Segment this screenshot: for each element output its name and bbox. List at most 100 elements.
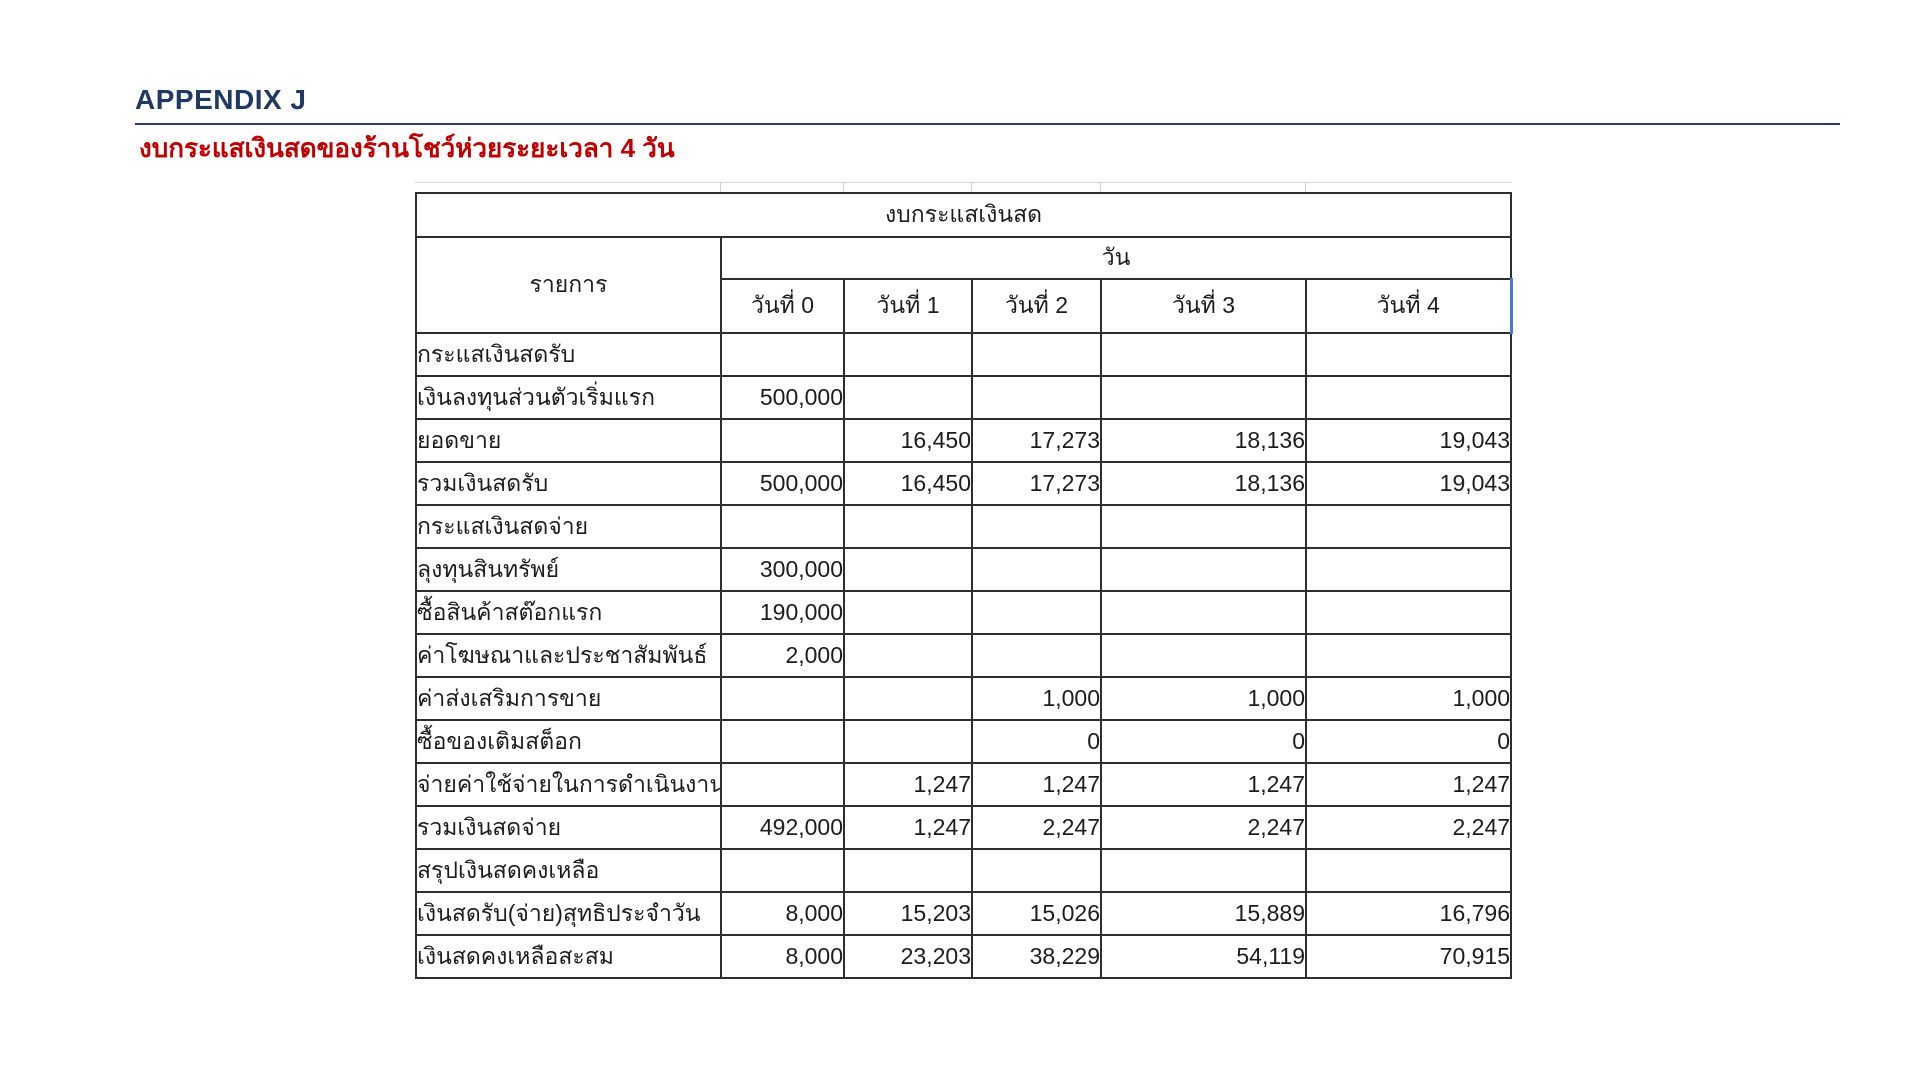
value-cell[interactable]	[1304, 848, 1513, 893]
value-cell[interactable]	[1304, 375, 1513, 420]
value-cell[interactable]	[1304, 332, 1513, 377]
value-cell[interactable]	[843, 848, 973, 893]
value-cell[interactable]: 8,000	[720, 891, 845, 936]
row-label[interactable]: ค่าโฆษณาและประชาสัมพันธ์	[415, 633, 722, 678]
items-column-header[interactable]: รายการ	[415, 236, 722, 334]
value-cell[interactable]	[971, 547, 1102, 592]
row-label[interactable]: ลุงทุนสินทรัพย์	[415, 547, 722, 592]
value-cell[interactable]	[720, 848, 845, 893]
value-cell[interactable]: 19,043	[1304, 418, 1513, 463]
day-header-4[interactable]: วันที่ 4	[1304, 278, 1513, 334]
row-label[interactable]: กระแสเงินสดจ่าย	[415, 504, 722, 549]
value-cell[interactable]: 1,247	[843, 762, 973, 807]
row-label[interactable]: กระแสเงินสดรับ	[415, 332, 722, 377]
value-cell[interactable]: 0	[1100, 719, 1307, 764]
value-cell[interactable]	[1304, 590, 1513, 635]
value-cell[interactable]	[971, 633, 1102, 678]
value-cell[interactable]	[971, 848, 1102, 893]
value-cell[interactable]: 8,000	[720, 934, 845, 979]
value-cell[interactable]	[843, 504, 973, 549]
value-cell[interactable]	[1100, 375, 1307, 420]
value-cell[interactable]	[1100, 332, 1307, 377]
value-cell[interactable]	[971, 504, 1102, 549]
value-cell[interactable]: 1,247	[1304, 762, 1513, 807]
value-cell[interactable]: 2,247	[1100, 805, 1307, 850]
value-cell[interactable]: 18,136	[1100, 461, 1307, 506]
row-label[interactable]: จ่ายค่าใช้จ่ายในการดำเนินงาน	[415, 762, 722, 807]
value-cell[interactable]: 2,247	[1304, 805, 1513, 850]
value-cell[interactable]	[720, 504, 845, 549]
value-cell[interactable]	[843, 375, 973, 420]
value-cell[interactable]: 190,000	[720, 590, 845, 635]
row-label[interactable]: รวมเงินสดจ่าย	[415, 805, 722, 850]
value-cell[interactable]	[720, 762, 845, 807]
row-label[interactable]: เงินลงทุนส่วนตัวเริ่มแรก	[415, 375, 722, 420]
value-cell[interactable]: 2,000	[720, 633, 845, 678]
value-cell[interactable]	[1100, 848, 1307, 893]
value-cell[interactable]: 300,000	[720, 547, 845, 592]
table-title[interactable]: งบกระแสเงินสด	[414, 192, 1513, 238]
value-cell[interactable]: 15,203	[843, 891, 973, 936]
value-cell[interactable]	[843, 332, 973, 377]
value-cell[interactable]: 1,247	[971, 762, 1102, 807]
row-label[interactable]: ซื้อของเติมสต็อก	[415, 719, 722, 764]
value-cell[interactable]	[1100, 590, 1307, 635]
value-cell[interactable]	[843, 590, 973, 635]
value-cell[interactable]: 1,247	[843, 805, 973, 850]
value-cell[interactable]	[843, 633, 973, 678]
value-cell[interactable]	[1304, 504, 1513, 549]
value-cell[interactable]: 0	[971, 719, 1102, 764]
value-cell[interactable]	[843, 676, 973, 721]
value-cell[interactable]: 500,000	[720, 375, 845, 420]
value-cell[interactable]: 16,450	[843, 461, 973, 506]
value-cell[interactable]	[843, 719, 973, 764]
value-cell[interactable]	[1100, 633, 1307, 678]
value-cell[interactable]	[720, 719, 845, 764]
value-cell[interactable]: 0	[1304, 719, 1513, 764]
value-cell[interactable]: 15,026	[971, 891, 1102, 936]
value-cell[interactable]: 16,450	[843, 418, 973, 463]
value-cell[interactable]: 19,043	[1304, 461, 1513, 506]
value-cell[interactable]	[1304, 633, 1513, 678]
gridline-remnant-tick	[971, 182, 972, 192]
value-cell[interactable]: 1,000	[1304, 676, 1513, 721]
value-cell[interactable]: 18,136	[1100, 418, 1307, 463]
day-header-0[interactable]: วันที่ 0	[720, 278, 845, 334]
day-header-1[interactable]: วันที่ 1	[843, 278, 973, 334]
value-cell[interactable]: 2,247	[971, 805, 1102, 850]
row-label[interactable]: เงินสดรับ(จ่าย)สุทธิประจำวัน	[415, 891, 722, 936]
value-cell[interactable]: 70,915	[1304, 934, 1513, 979]
value-cell[interactable]	[971, 332, 1102, 377]
value-cell[interactable]	[843, 547, 973, 592]
row-label[interactable]: เงินสดคงเหลือสะสม	[415, 934, 722, 979]
day-header-2[interactable]: วันที่ 2	[971, 278, 1102, 334]
value-cell[interactable]: 54,119	[1100, 934, 1307, 979]
value-cell[interactable]	[971, 375, 1102, 420]
value-cell[interactable]: 17,273	[971, 461, 1102, 506]
value-cell[interactable]: 1,247	[1100, 762, 1307, 807]
row-label[interactable]: สรุปเงินสดคงเหลือ	[415, 848, 722, 893]
row-label[interactable]: ยอดขาย	[415, 418, 722, 463]
value-cell[interactable]	[720, 418, 845, 463]
value-cell[interactable]: 1,000	[1100, 676, 1307, 721]
value-cell[interactable]	[971, 590, 1102, 635]
value-cell[interactable]: 492,000	[720, 805, 845, 850]
row-label[interactable]: ค่าส่งเสริมการขาย	[415, 676, 722, 721]
value-cell[interactable]: 15,889	[1100, 891, 1307, 936]
value-cell[interactable]	[1100, 504, 1307, 549]
day-group-header[interactable]: วัน	[719, 236, 1513, 280]
value-cell[interactable]: 38,229	[971, 934, 1102, 979]
value-cell[interactable]: 500,000	[720, 461, 845, 506]
value-cell[interactable]: 17,273	[971, 418, 1102, 463]
value-cell[interactable]: 23,203	[843, 934, 973, 979]
value-cell[interactable]: 1,000	[971, 676, 1102, 721]
value-cell[interactable]	[720, 332, 845, 377]
value-cell[interactable]	[720, 676, 845, 721]
row-label[interactable]: ซื้อสินค้าสต๊อกแรก	[415, 590, 722, 635]
value-cell[interactable]: 16,796	[1304, 891, 1513, 936]
day-header-3[interactable]: วันที่ 3	[1100, 278, 1307, 334]
cash-flow-table[interactable]: งบกระแสเงินสด รายการ วัน วันที่ 0 วันที่ …	[414, 192, 1513, 979]
row-label[interactable]: รวมเงินสดรับ	[415, 461, 722, 506]
value-cell[interactable]	[1304, 547, 1513, 592]
value-cell[interactable]	[1100, 547, 1307, 592]
